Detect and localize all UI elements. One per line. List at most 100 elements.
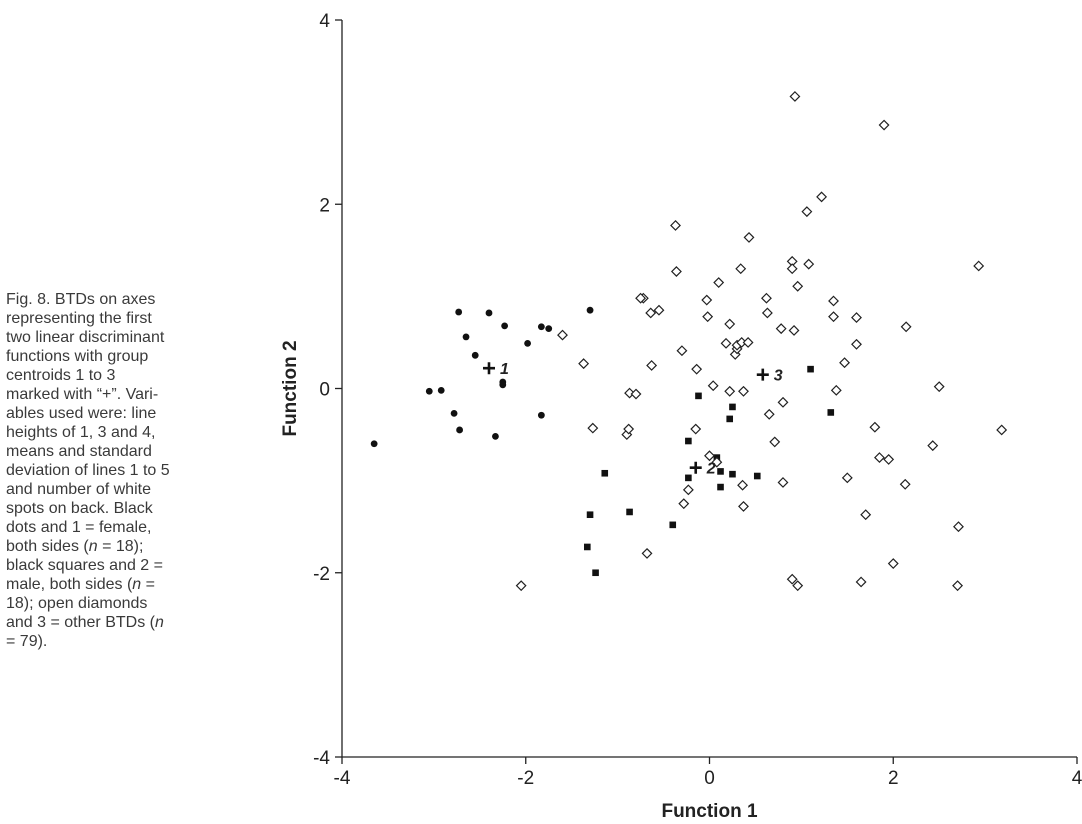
data-point-diamond	[899, 478, 911, 490]
data-point-diamond	[742, 336, 754, 348]
caption-line: both sides (n = 18);	[6, 537, 244, 556]
caption-line: deviation of lines 1 to 5	[6, 462, 170, 479]
data-point-diamond	[701, 294, 713, 306]
y-tick-label: 2	[319, 195, 330, 216]
data-point-diamond	[878, 119, 890, 131]
data-point-diamond	[803, 258, 815, 270]
data-point-diamond	[953, 521, 964, 533]
data-point-square	[729, 403, 736, 411]
y-tick-label: -2	[313, 564, 330, 585]
caption-text: =	[141, 576, 155, 593]
data-point-dot	[537, 411, 545, 419]
caption-line: heights of 1, 3 and 4,	[6, 424, 156, 441]
data-point-diamond	[738, 385, 749, 397]
x-tick-label: 4	[1072, 768, 1082, 789]
data-point-dot	[456, 426, 463, 434]
data-point-diamond	[713, 277, 725, 289]
figure-caption: Fig. 8. BTDs on axes representing the fi…	[6, 290, 244, 651]
data-point-diamond	[860, 509, 872, 521]
data-point-diamond	[786, 263, 798, 275]
data-point-diamond	[775, 323, 787, 335]
data-point-square	[726, 415, 734, 423]
data-point-diamond	[996, 424, 1008, 436]
data-point-diamond	[828, 295, 839, 307]
data-point-diamond	[707, 380, 719, 392]
data-point-diamond	[682, 484, 694, 496]
data-point-diamond	[630, 388, 642, 400]
data-point-dot	[370, 440, 378, 448]
data-point-diamond	[578, 358, 590, 370]
data-point-diamond	[720, 337, 732, 349]
x-tick-label: -4	[334, 768, 351, 789]
data-point-diamond	[839, 357, 851, 369]
y-tick-label: -4	[313, 748, 330, 769]
data-point-diamond	[763, 408, 775, 420]
data-point-square	[717, 468, 724, 475]
data-point-square	[669, 521, 677, 529]
data-point-diamond	[828, 311, 839, 323]
caption-text: and 3 = other BTDs (	[6, 614, 155, 631]
caption-n-symbol: n	[132, 576, 142, 593]
data-point-diamond	[670, 219, 681, 231]
y-tick-label: 4	[319, 11, 330, 32]
data-point-square	[685, 474, 692, 482]
caption-text: both sides (	[6, 538, 89, 555]
data-point-diamond	[874, 452, 885, 464]
data-point-diamond	[933, 381, 945, 393]
data-point-dot	[471, 351, 479, 359]
data-point-square	[729, 470, 736, 478]
centroid-label: 3	[774, 368, 783, 385]
caption-line: two linear discriminant	[6, 329, 165, 346]
data-point-square	[685, 437, 692, 445]
data-point-square	[584, 543, 591, 551]
centroid-label: 2	[706, 461, 716, 478]
caption-line: means and standard	[6, 443, 152, 460]
data-point-diamond	[952, 580, 964, 592]
data-point-diamond	[738, 500, 749, 512]
data-point-diamond	[557, 329, 568, 341]
data-point-square	[601, 469, 609, 477]
data-point-diamond	[792, 280, 804, 292]
axes: -4 -2 0 2 4 -4 -2 0 2 4	[313, 11, 1082, 789]
caption-line: ables used were: line	[6, 405, 157, 422]
data-point-diamond	[724, 385, 736, 397]
data-point-diamond	[678, 498, 690, 510]
data-point-diamond	[792, 580, 804, 592]
data-point-diamond	[691, 363, 703, 375]
data-point-diamond	[737, 479, 749, 491]
caption-line: male, both sides (n =	[6, 575, 244, 594]
caption-line: representing the first	[6, 310, 152, 327]
data-point-diamond	[788, 325, 800, 336]
x-tick-label: -2	[517, 768, 534, 789]
caption-line: marked with “+”. Vari-	[6, 386, 159, 403]
data-point-diamond	[702, 311, 714, 323]
data-point-diamond	[646, 360, 658, 371]
data-point-diamond	[900, 321, 912, 333]
data-point-dot	[455, 308, 463, 316]
caption-text: male, both sides (	[6, 576, 133, 593]
data-point-dot	[485, 309, 493, 317]
data-point-diamond	[851, 312, 862, 324]
data-point-dot	[450, 409, 458, 417]
data-point-diamond	[777, 477, 789, 488]
data-point-square	[753, 472, 761, 480]
data-point-dot	[425, 387, 433, 395]
caption-line: functions with group	[6, 348, 149, 365]
data-point-dot	[586, 306, 594, 314]
data-point-square	[626, 508, 633, 516]
x-tick-label: 0	[704, 768, 715, 789]
data-point-dot	[437, 386, 445, 394]
centroid-label: 1	[500, 361, 509, 378]
caption-line: dots and 1 = female,	[6, 519, 152, 536]
data-point-diamond	[641, 547, 653, 559]
data-point-diamond	[515, 580, 527, 592]
data-point-diamond	[801, 206, 813, 218]
data-point-diamond	[724, 318, 736, 330]
data-point-diamond	[653, 304, 665, 316]
data-point-diamond	[777, 396, 789, 408]
data-point-dot	[499, 381, 507, 389]
caption-line: Fig. 8. BTDs on axes	[6, 291, 156, 308]
data-point-dot	[537, 323, 545, 331]
data-point-diamond	[676, 345, 688, 357]
